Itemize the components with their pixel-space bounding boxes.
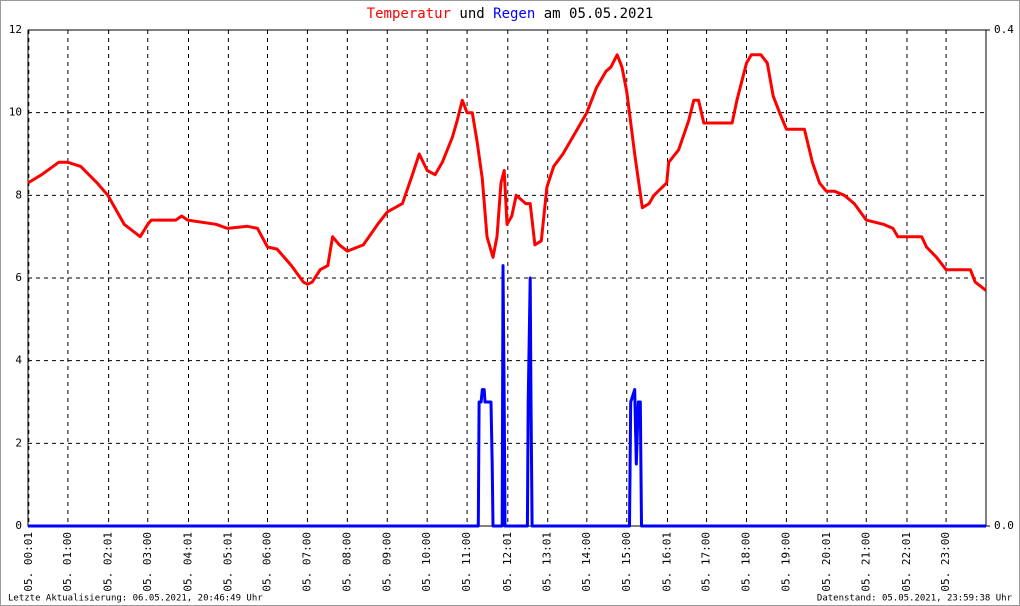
x-tick-label: 05. 19:00 <box>779 532 792 592</box>
x-tick-label: 05. 15:00 <box>620 532 633 592</box>
x-tick-label: 05. 13:01 <box>541 532 554 592</box>
x-tick-label: 05. 11:00 <box>460 532 473 592</box>
chart-title: Temperatur und Regen am 05.05.2021 <box>367 6 654 22</box>
x-tick-label: 05. 16:01 <box>660 532 673 592</box>
x-tick-label: 05. 17:00 <box>700 532 713 592</box>
x-tick-label: 05. 04:01 <box>181 532 194 592</box>
series-line <box>28 264 986 528</box>
y-tick-label: 10 <box>9 106 22 119</box>
x-tick-label: 05. 12:01 <box>501 532 514 592</box>
y-tick-label: 0 <box>15 519 22 532</box>
title-part: am 05.05.2021 <box>544 6 654 22</box>
x-tick-label: 05. 03:00 <box>141 532 154 592</box>
y-tick-label: 2 <box>15 436 22 449</box>
series-line <box>27 53 987 292</box>
title-part: und <box>459 6 484 22</box>
y-tick-label: 6 <box>15 271 22 284</box>
y-tick-label: 12 <box>9 23 22 36</box>
x-tick-label: 05. 09:00 <box>380 532 393 592</box>
x-tick-label: 05. 14:00 <box>580 532 593 592</box>
footer-left: Letzte Aktualisierung: 06.05.2021, 20:46… <box>8 594 263 604</box>
x-tick-label: 05. 02:01 <box>102 532 115 592</box>
y-tick-label: 4 <box>15 354 22 367</box>
x-tick-label: 05. 23:00 <box>939 532 952 592</box>
title-part: Temperatur <box>367 6 451 22</box>
x-tick-label: 05. 08:00 <box>340 532 353 592</box>
title-part: Regen <box>493 6 535 22</box>
x-tick-label: 05. 00:01 <box>22 532 35 592</box>
x-tick-label: 05. 05:01 <box>221 532 234 592</box>
x-tick-label: 05. 10:00 <box>420 532 433 592</box>
x-tick-label: 05. 01:00 <box>61 532 74 592</box>
y-tick-label: 8 <box>15 188 22 201</box>
x-tick-label: 05. 07:00 <box>300 532 313 592</box>
x-tick-label: 05. 06:00 <box>261 532 274 592</box>
x-tick-label: 05. 18:00 <box>740 532 753 592</box>
y2-tick-label: 0.4 <box>994 23 1014 36</box>
y2-tick-label: 0.0 <box>994 519 1014 532</box>
x-tick-label: 05. 20:01 <box>820 532 833 592</box>
x-tick-label: 05. 21:00 <box>859 532 872 592</box>
footer-right: Datenstand: 05.05.2021, 23:59:38 Uhr <box>817 594 1013 604</box>
x-tick-label: 05. 22:01 <box>900 532 913 592</box>
